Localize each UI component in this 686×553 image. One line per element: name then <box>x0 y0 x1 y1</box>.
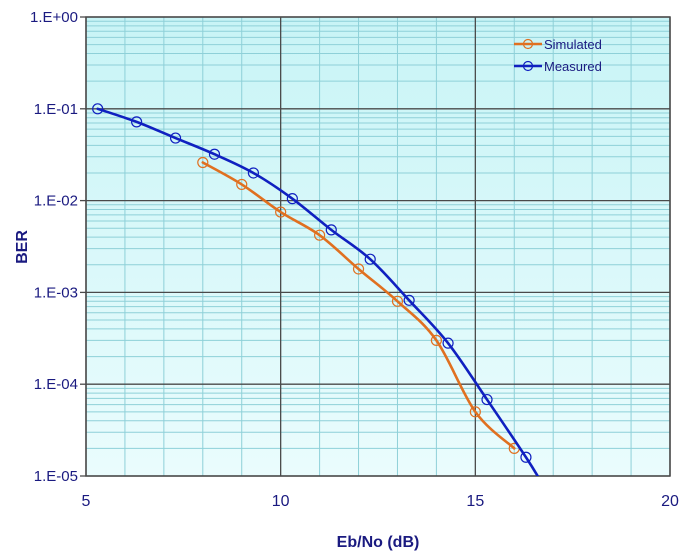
measured-data-point <box>325 224 337 236</box>
simulated-legend-marker <box>522 38 534 50</box>
x-tick-label: 10 <box>272 493 290 510</box>
simulated-data-point <box>391 295 404 307</box>
x-tick-label: 20 <box>661 493 679 510</box>
measured-data-point <box>169 132 182 144</box>
simulated-series-line <box>201 161 516 450</box>
x-axis-ticks: 5 10 15 20 <box>82 493 679 510</box>
y-axis-ticks: 1.E+00 1.E-01 1.E-02 1.E-03 1.E-04 1.E-05 <box>30 9 86 485</box>
simulated-data-point <box>314 229 326 241</box>
y-tick-label: 1.E-01 <box>34 101 78 118</box>
measured-data-point <box>247 167 260 179</box>
measured-data-point <box>481 393 493 406</box>
y-tick-label: 1.E-05 <box>34 468 78 485</box>
simulated-data-point <box>352 263 365 275</box>
y-tick-label: 1.E-02 <box>34 193 78 210</box>
measured-data-point <box>286 193 298 205</box>
measured-data-point <box>92 103 104 115</box>
x-tick-label: 5 <box>82 493 91 510</box>
simulated-data-point <box>236 178 248 191</box>
minor-grid <box>86 17 670 476</box>
measured-series-line <box>96 107 540 476</box>
simulated-data-point <box>197 156 209 169</box>
series-layer <box>92 103 540 476</box>
plot-area <box>86 17 670 476</box>
y-tick-label: 1.E-04 <box>34 376 78 393</box>
measured-legend-marker <box>522 60 534 72</box>
measured-data-point <box>131 116 143 128</box>
simulated-data-point <box>275 206 287 218</box>
legend: Simulated Measured <box>514 37 602 74</box>
simulated-legend-label: Simulated <box>544 37 602 52</box>
y-axis-title: BER <box>14 230 31 264</box>
plot-frame <box>85 16 671 477</box>
y-tick-label: 1.E-03 <box>34 284 78 301</box>
measured-data-point <box>403 294 415 306</box>
measured-data-point <box>520 451 532 463</box>
simulated-data-point <box>469 406 481 418</box>
measured-data-point <box>364 253 376 265</box>
measured-data-point <box>442 337 454 349</box>
x-axis-title: Eb/No (dB) <box>337 534 420 551</box>
y-tick-label: 1.E+00 <box>30 9 78 26</box>
measured-data-point <box>208 148 221 160</box>
simulated-data-point <box>430 334 442 347</box>
x-tick-label: 15 <box>466 493 484 510</box>
major-grid <box>85 16 671 477</box>
measured-legend-label: Measured <box>544 59 602 74</box>
